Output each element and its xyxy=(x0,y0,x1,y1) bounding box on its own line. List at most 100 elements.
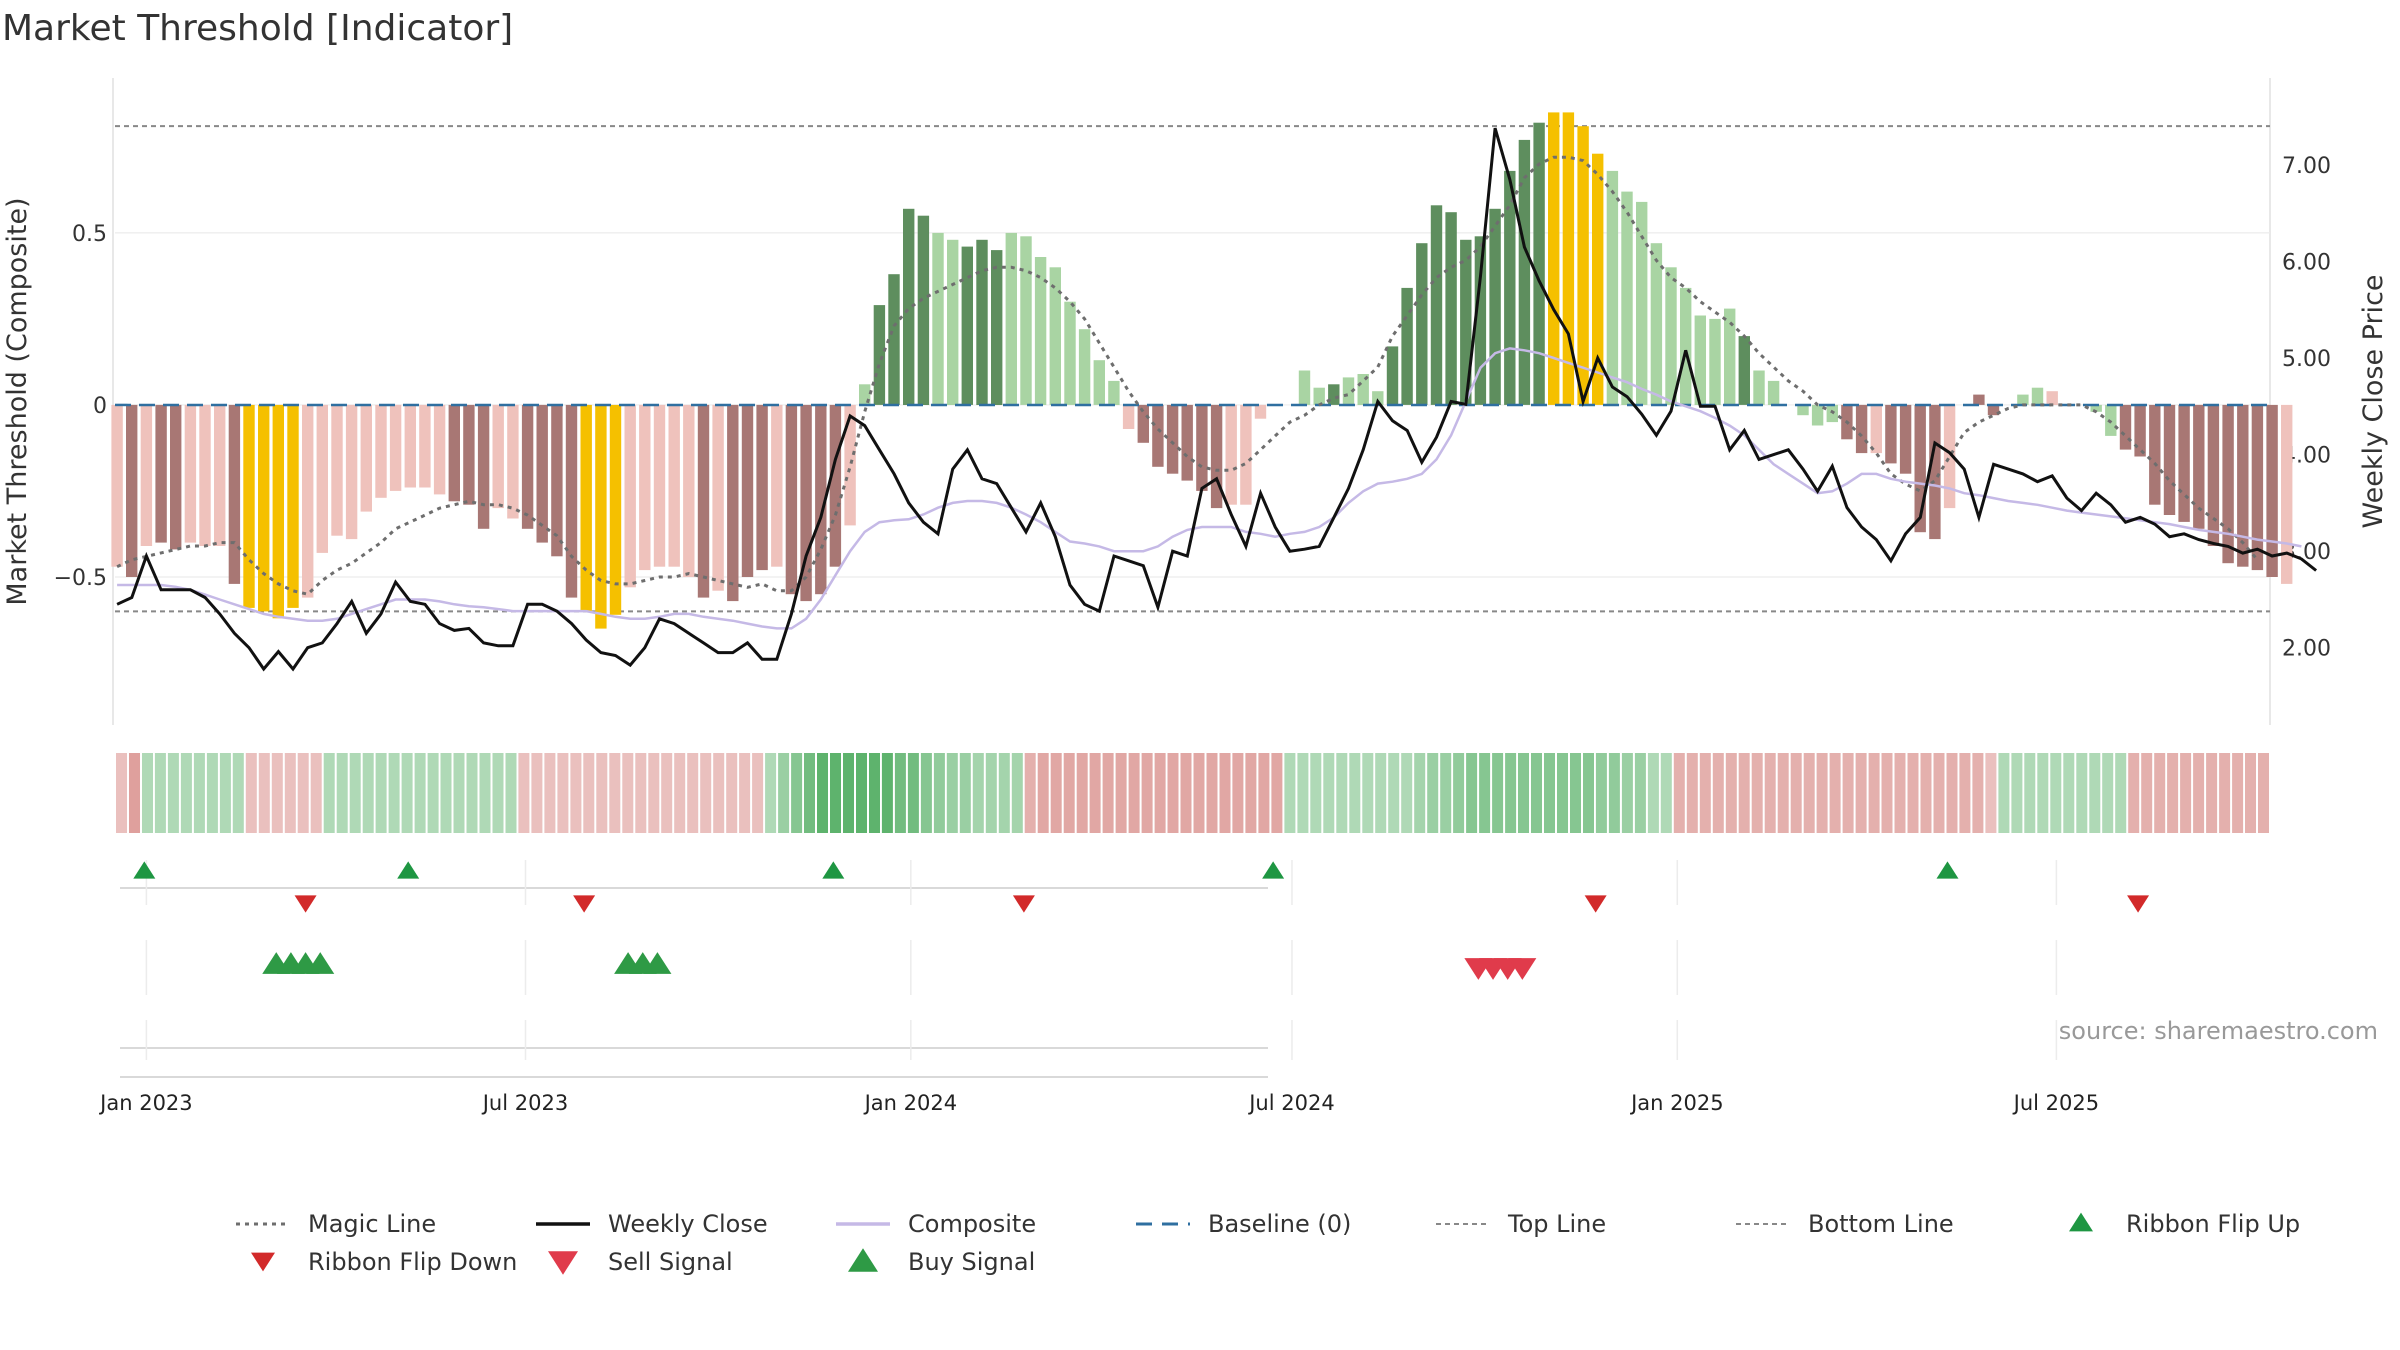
composite-bar xyxy=(1767,380,1780,405)
composite-bar xyxy=(756,404,768,571)
composite-bar xyxy=(536,404,548,543)
x-tick-label: Jul 2024 xyxy=(1247,1091,1334,1115)
ribbon-cell xyxy=(622,753,634,833)
composite-bar xyxy=(1416,243,1428,405)
ribbon-cell xyxy=(1790,753,1802,833)
composite-bar xyxy=(2046,391,2058,405)
composite-bar xyxy=(976,239,988,405)
composite-bar xyxy=(1709,318,1721,405)
ribbon-cell xyxy=(180,753,192,833)
ribbon-cell xyxy=(1310,753,1322,833)
composite-bar xyxy=(2251,404,2264,571)
ribbon-cell xyxy=(1167,753,1179,833)
legend-label: Ribbon Flip Down xyxy=(308,1248,517,1276)
composite-bar xyxy=(844,404,856,526)
ribbon-cell xyxy=(1180,753,1192,833)
composite-bar xyxy=(2090,404,2102,412)
composite-bar xyxy=(815,404,827,595)
ribbon-cell xyxy=(1206,753,1218,833)
ribbon-cell xyxy=(375,753,387,833)
composite-bar xyxy=(1870,404,1882,454)
ribbon-cell xyxy=(2154,753,2166,833)
composite-bar xyxy=(287,404,299,608)
composite-bar xyxy=(1694,315,1706,405)
ribbon-cell xyxy=(1388,753,1400,833)
ribbon-cell xyxy=(998,753,1010,833)
ribbon-cell xyxy=(1245,753,1257,833)
legend-label: Weekly Close xyxy=(608,1210,768,1238)
composite-bar xyxy=(448,404,460,502)
ribbon-cell xyxy=(1193,753,1205,833)
composite-bar xyxy=(565,404,578,598)
ribbon-cell xyxy=(336,753,348,833)
ribbon-cell xyxy=(1673,753,1685,833)
ribbon-cell xyxy=(232,753,244,833)
ribbon-flip-up-marker xyxy=(822,861,845,879)
ribbon-cell xyxy=(1583,753,1594,833)
composite-bar xyxy=(419,404,431,488)
composite-bar xyxy=(1049,267,1061,405)
ribbon-cell xyxy=(2141,753,2153,833)
ribbon-cell xyxy=(1518,753,1529,833)
ribbon-cell xyxy=(142,753,153,833)
ribbon-cell xyxy=(856,753,867,833)
composite-bar xyxy=(2193,404,2205,529)
ribbon-cell xyxy=(1128,753,1140,833)
ribbon-cell xyxy=(557,753,569,833)
composite-bar xyxy=(345,404,358,540)
ribbon-cell xyxy=(1738,753,1750,833)
composite-bar xyxy=(111,404,123,567)
ribbon-cell xyxy=(1595,753,1607,833)
composite-bar xyxy=(1811,404,1824,426)
ribbon-flip-up-marker xyxy=(397,861,420,879)
composite-bar xyxy=(1034,257,1047,405)
composite-bar xyxy=(2119,404,2132,450)
sell-signal-marker xyxy=(1508,958,1537,980)
composite-bar xyxy=(1987,404,2000,416)
ribbon-cell xyxy=(1608,753,1620,833)
ribbon-cell xyxy=(1297,753,1309,833)
ribbon-flip-down-marker xyxy=(294,895,317,913)
ribbon-cell xyxy=(1829,753,1841,833)
composite-bar xyxy=(1196,404,1208,491)
composite-bar xyxy=(507,404,519,519)
ribbon-cell xyxy=(1894,753,1906,833)
ribbon-cell xyxy=(687,753,699,833)
composite-bar xyxy=(727,404,739,602)
ribbon-cell xyxy=(713,753,725,833)
ribbon-cell xyxy=(804,753,815,833)
composite-bar xyxy=(1064,301,1076,405)
composite-bar xyxy=(609,404,622,615)
ribbon-cell xyxy=(1634,753,1646,833)
ribbon-cell xyxy=(907,753,919,833)
ribbon-cell xyxy=(193,753,205,833)
ribbon-cell xyxy=(1699,753,1711,833)
ribbon-cell xyxy=(349,753,361,833)
composite-bar xyxy=(1548,112,1560,405)
ribbon-cell xyxy=(1050,753,1062,833)
composite-bar xyxy=(228,404,241,584)
ribbon-cell xyxy=(2076,753,2088,833)
ribbon-cell xyxy=(1816,753,1828,833)
ribbon-cell xyxy=(1920,753,1932,833)
legend-item: Top Line xyxy=(1436,1210,1606,1238)
ribbon-cell xyxy=(479,753,491,833)
ribbon-cell xyxy=(1842,753,1854,833)
composite-bar xyxy=(580,404,592,612)
ribbon-cell xyxy=(739,753,751,833)
ribbon-cell xyxy=(894,753,906,833)
ribbon-cell xyxy=(129,753,140,833)
ribbon-cell xyxy=(635,753,647,833)
composite-bar xyxy=(785,404,798,595)
ribbon-cell xyxy=(2232,753,2244,833)
ribbon-cell xyxy=(167,753,179,833)
legend-item: Composite xyxy=(836,1210,1036,1238)
ribbon-cell xyxy=(700,753,712,833)
ribbon-cell xyxy=(310,753,322,833)
source-annotation: source: sharemaestro.com xyxy=(2059,1017,2378,1045)
ribbon-cell xyxy=(1557,753,1568,833)
chart-title: Market Threshold [Indicator] xyxy=(2,8,514,49)
composite-bar xyxy=(1797,404,1809,416)
legend-swatch xyxy=(548,1251,578,1275)
ribbon-cell xyxy=(1427,753,1439,833)
